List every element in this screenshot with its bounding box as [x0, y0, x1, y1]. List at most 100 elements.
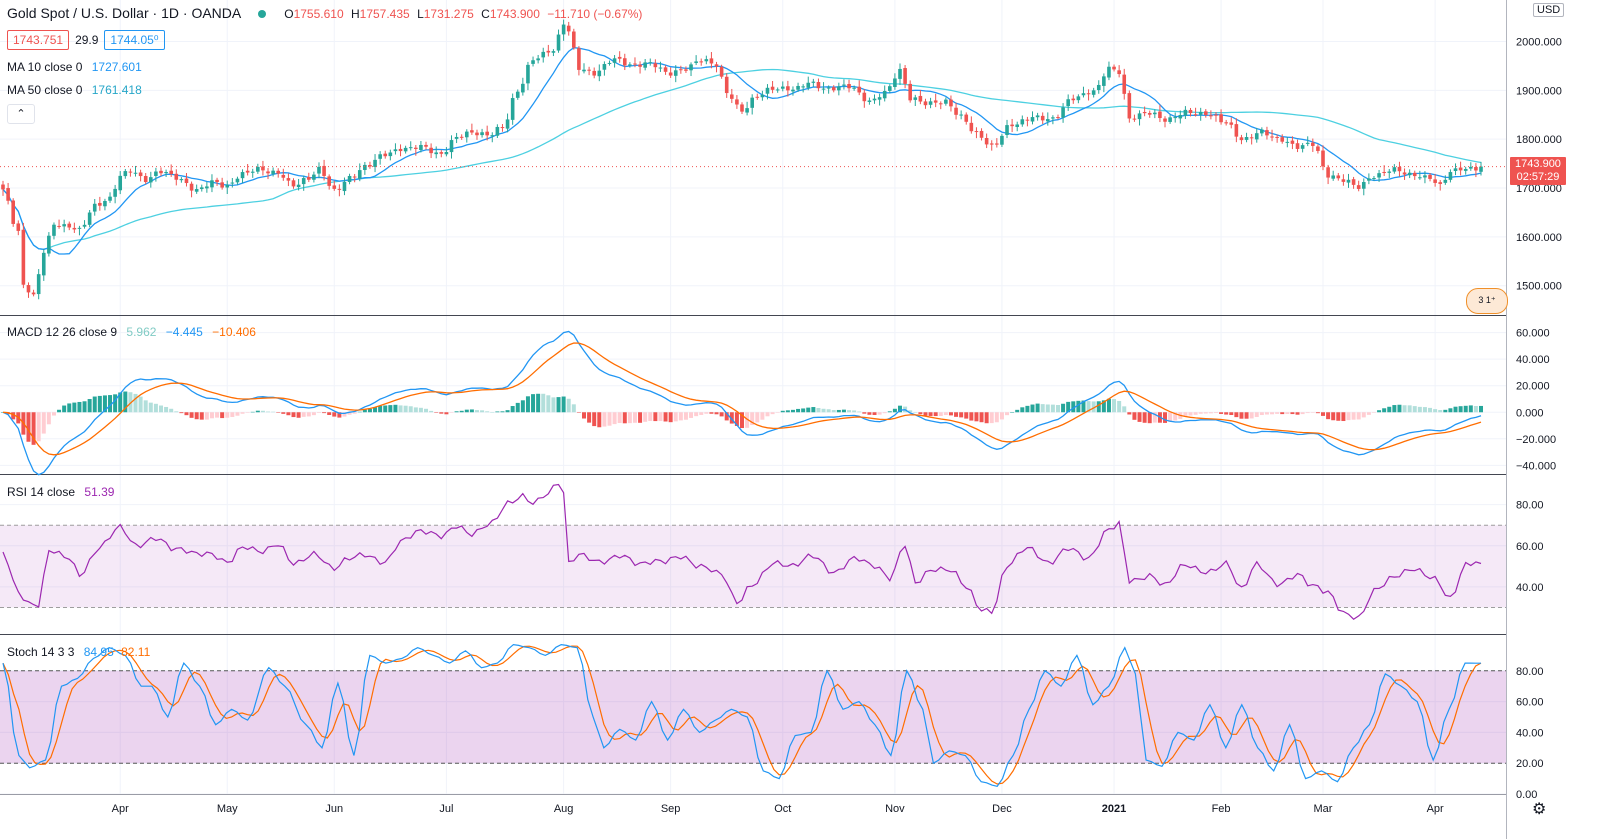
candle-body — [1270, 136, 1274, 138]
macd-histogram-bar — [638, 412, 643, 423]
candle-body — [551, 51, 556, 53]
macd-histogram-bar — [495, 411, 500, 413]
macd-histogram-bar — [663, 412, 668, 422]
candle-body — [582, 69, 586, 72]
candle-body — [1198, 111, 1203, 115]
macd-histogram-bar — [1448, 408, 1453, 413]
macd-histogram-bar — [602, 412, 607, 427]
macd-histogram-bar — [1132, 412, 1137, 420]
candle-body — [495, 126, 500, 136]
candle-body — [1193, 114, 1198, 116]
candle-body — [184, 178, 189, 184]
macd-histogram-bar — [622, 412, 627, 424]
macd-histogram-bar — [51, 412, 56, 416]
macd-histogram-bar — [913, 412, 918, 413]
ma10-legend[interactable]: MA 10 close 0 1727.601 — [7, 60, 142, 74]
currency-button[interactable]: USD — [1533, 3, 1565, 17]
macd-histogram-bar — [836, 409, 841, 413]
candle-body — [434, 152, 439, 155]
candle-body — [449, 140, 454, 153]
stoch-legend[interactable]: Stoch 14 3 3 84.95 82.11 — [7, 645, 151, 659]
macd-histogram-bar — [576, 412, 581, 413]
candle-body — [169, 170, 173, 175]
candle-body — [429, 147, 433, 154]
candle-body — [444, 151, 449, 155]
macd-histogram-bar — [1249, 412, 1254, 419]
macd-legend[interactable]: MACD 12 26 close 9 5.962 −4.445 −10.406 — [7, 325, 256, 339]
macd-histogram-bar — [852, 410, 857, 413]
candle-body — [1412, 172, 1417, 177]
candle-body — [306, 176, 311, 180]
macd-histogram-bar — [454, 411, 459, 413]
macd-histogram-bar — [1295, 412, 1300, 415]
macd-histogram-bar — [215, 412, 220, 418]
candle-body — [888, 86, 892, 91]
candle-body — [526, 64, 530, 84]
candle-body — [1056, 117, 1060, 119]
candle-body — [215, 179, 219, 183]
macd-histogram-bar — [337, 412, 342, 418]
candle-body — [393, 149, 398, 152]
candle-body — [877, 97, 882, 100]
buy-price-button[interactable]: 1744.05⁰ — [104, 30, 165, 50]
macd-histogram-bar — [266, 411, 271, 413]
candle-body — [689, 64, 693, 71]
macd-histogram-bar — [1346, 412, 1351, 421]
macd-histogram-bar — [296, 412, 301, 418]
macd-histogram-bar — [632, 412, 637, 423]
macd-histogram-bar — [1321, 412, 1326, 416]
macd-histogram-bar — [1173, 412, 1178, 421]
macd-histogram-bar — [826, 409, 831, 413]
macd-histogram-bar — [311, 412, 316, 416]
candle-body — [1102, 76, 1106, 86]
rsi-legend[interactable]: RSI 14 close 51.39 — [7, 485, 115, 499]
candle-body — [1239, 137, 1244, 141]
candle-body — [821, 88, 826, 90]
candle-body — [944, 99, 948, 104]
candle-body — [959, 114, 963, 116]
macd-histogram-bar — [378, 405, 383, 413]
macd-histogram-bar — [571, 404, 576, 413]
y-tick-label: −20.000 — [1516, 434, 1556, 446]
candle-body — [811, 81, 816, 83]
candle-body — [638, 64, 642, 67]
macd-histogram-bar — [1407, 405, 1412, 413]
candle-body — [1260, 129, 1264, 134]
macd-histogram-bar — [1259, 412, 1264, 416]
y-tick-label: 1900.000 — [1516, 85, 1562, 97]
macd-histogram-bar — [1050, 404, 1055, 413]
candle-body — [745, 108, 749, 113]
macd-histogram-bar — [225, 412, 230, 418]
macd-histogram-bar — [398, 405, 403, 413]
candle-body — [1163, 118, 1167, 122]
sell-price-button[interactable]: 1743.751 — [7, 30, 70, 50]
change-value: −11.710 (−0.67%) — [547, 7, 643, 21]
macd-histogram-bar — [250, 411, 255, 413]
candle-body — [1061, 107, 1065, 118]
macd-histogram-bar — [745, 412, 750, 428]
ma50-legend[interactable]: MA 50 close 0 1761.418 — [7, 83, 142, 97]
gear-icon[interactable]: ⚙ — [1532, 801, 1547, 818]
candle-body — [1382, 171, 1386, 173]
macd-histogram-bar — [1270, 412, 1275, 415]
macd-histogram-bar — [974, 412, 979, 422]
candle-body — [220, 182, 224, 188]
candle-body — [98, 202, 102, 206]
symbol-legend[interactable]: Gold Spot / U.S. Dollar · 1D · OANDA O17… — [7, 5, 643, 21]
y-tick-label: 80.00 — [1516, 500, 1544, 512]
macd-histogram-bar — [1010, 412, 1015, 413]
candle-body — [913, 97, 918, 100]
candle-body — [276, 170, 281, 174]
y-tick-label: 1700.000 — [1516, 183, 1562, 195]
candle-body — [602, 64, 607, 70]
macd-histogram-bar — [1438, 410, 1443, 413]
macd-histogram-bar — [469, 409, 474, 413]
candle-body — [1203, 111, 1208, 115]
chevron-up-icon[interactable]: ⌃ — [7, 104, 35, 124]
candle-body — [332, 185, 337, 189]
candle-body — [1479, 166, 1483, 172]
events-flag-icon[interactable]: 3 1⁺ — [1466, 288, 1508, 314]
events-badge: 3 1⁺ — [1478, 295, 1496, 305]
candle-body — [1020, 119, 1025, 125]
